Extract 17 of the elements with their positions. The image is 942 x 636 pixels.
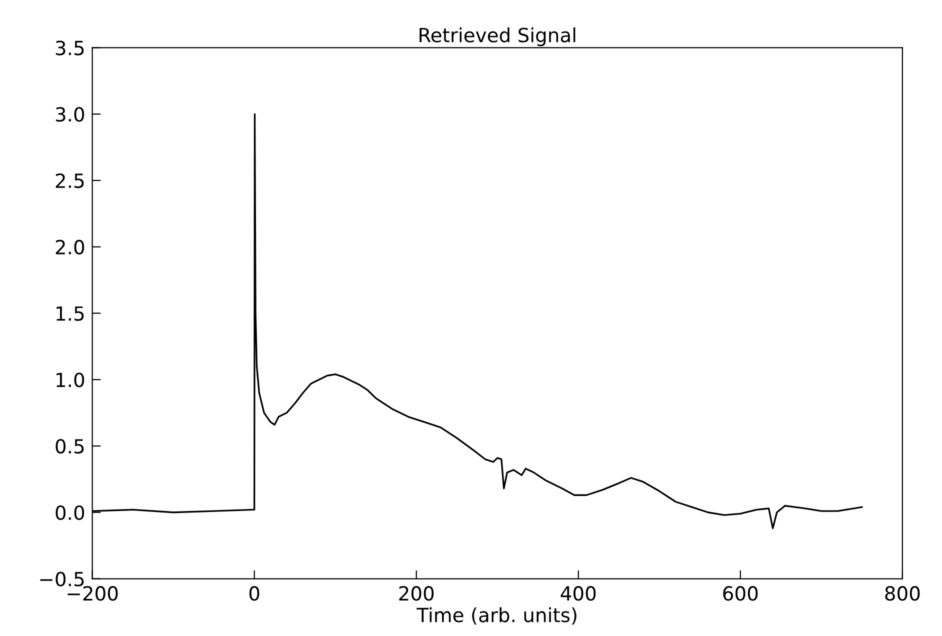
- y-tick-label: 1.0: [56, 372, 84, 388]
- x-axis-title: Time (arb. units): [416, 607, 576, 625]
- x-tick-label: 400: [560, 586, 596, 601]
- x-tick-label: 600: [723, 586, 758, 601]
- y-tick-label: 0.5: [56, 438, 84, 454]
- chart-title: Retrieved Signal: [420, 27, 576, 46]
- y-tick-label: 3.0: [56, 107, 84, 122]
- x-tick-label: 800: [885, 586, 920, 601]
- x-tick-label: 200: [399, 586, 434, 601]
- y-tick-label: 3.5: [56, 40, 84, 56]
- y-tick-label: 1.5: [56, 306, 84, 321]
- x-tick-label: −200: [68, 586, 118, 601]
- x-tick-label: 0: [249, 586, 260, 601]
- y-tick-label: 2.5: [56, 173, 84, 188]
- y-tick-label: 0.0: [56, 505, 84, 520]
- y-tick-label: 2.0: [56, 240, 84, 255]
- y-tick-label: −0.5: [40, 572, 84, 586]
